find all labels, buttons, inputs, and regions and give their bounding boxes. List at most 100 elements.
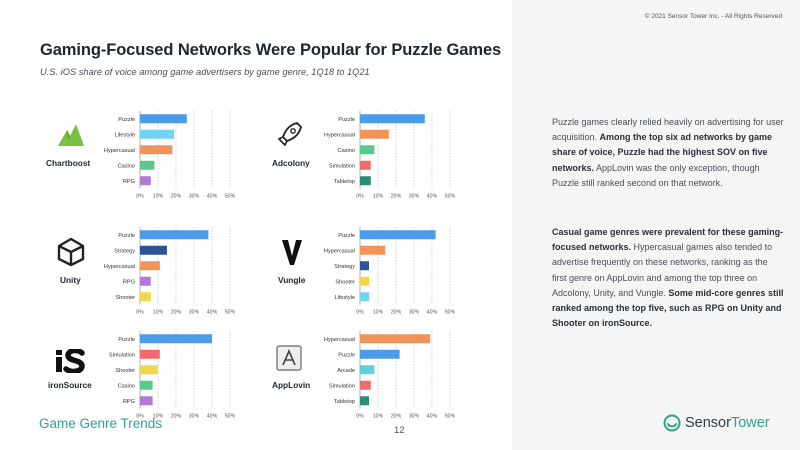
bar	[360, 129, 389, 139]
category-label: Simulation	[109, 352, 135, 358]
bar-charts: 0% 10% 20% 30% 40% 50% Puzzle Lifestyle Hypercas…	[104, 111, 456, 420]
network-label-adcolony: Adcolony	[272, 158, 310, 168]
category-label: Lifestyle	[334, 295, 355, 301]
section-title: Game Genre Trends	[39, 416, 163, 431]
tick-label: 30%	[189, 310, 200, 316]
network-label-ironsource: ironSource	[48, 380, 92, 390]
commentary-panel	[512, 0, 800, 450]
page-subtitle: U.S. iOS share of voice among game adver…	[40, 67, 370, 77]
category-label: Puzzle	[118, 117, 135, 123]
tick-label: 50%	[225, 414, 236, 420]
tick-label: 0%	[136, 414, 144, 420]
category-label: RPG	[123, 279, 135, 285]
network-label-chartboost: Chartboost	[46, 158, 91, 168]
category-label: Casino	[338, 148, 355, 154]
tick-label: 10%	[373, 310, 384, 316]
rocket-icon	[277, 122, 302, 147]
chartboost-icon	[58, 124, 84, 146]
tick-label: 0%	[356, 310, 364, 316]
bar	[360, 380, 371, 390]
tick-label: 40%	[427, 414, 438, 420]
tick-label: 50%	[225, 310, 236, 316]
tick-label: 20%	[171, 414, 182, 420]
network-label-vungle: Vungle	[278, 275, 306, 285]
bar	[360, 261, 369, 271]
bar	[140, 245, 167, 255]
para1-run-0: Puzzle games clearly relied heavily on a…	[552, 117, 784, 143]
bar	[360, 114, 425, 124]
category-label: Strategy	[334, 264, 355, 270]
tick-label: 10%	[153, 194, 164, 200]
bar	[360, 292, 369, 302]
tick-label: 0%	[356, 194, 364, 200]
category-label: Casino	[118, 383, 135, 389]
category-label: Lifestyle	[114, 132, 135, 138]
brand-name-part2: Tower	[730, 415, 770, 431]
tick-label: 50%	[445, 194, 456, 200]
vungle-icon	[282, 240, 302, 265]
bar	[140, 145, 173, 155]
tick-label: 20%	[391, 414, 402, 420]
tick-label: 20%	[391, 194, 402, 200]
tick-label: 50%	[225, 194, 236, 200]
brand-name-part1: Sensor	[685, 415, 731, 431]
tick-label: 0%	[136, 194, 144, 200]
bar	[140, 114, 187, 124]
tick-label: 40%	[207, 194, 218, 200]
para2-run-0: Casual game genres were prevalent for th…	[552, 227, 784, 253]
bar	[140, 349, 160, 359]
bar	[140, 380, 153, 390]
category-label: Puzzle	[338, 117, 355, 123]
category-label: Simulation	[329, 383, 355, 389]
tick-label: 30%	[409, 414, 420, 420]
network-label-applovin: AppLovin	[272, 380, 311, 390]
unity-icon	[57, 237, 85, 267]
page-title: Gaming-Focused Networks Were Popular for…	[40, 41, 502, 59]
category-label: Hypercasual	[324, 248, 355, 254]
tick-label: 20%	[391, 310, 402, 316]
bar	[360, 245, 386, 255]
category-label: Hypercasual	[104, 148, 135, 154]
bar	[360, 176, 371, 186]
category-label: Puzzle	[118, 337, 135, 343]
page-number: 12	[394, 425, 405, 436]
bar	[360, 145, 375, 155]
category-label: Arcade	[337, 368, 355, 374]
category-label: RPG	[123, 179, 135, 185]
tick-label: 30%	[409, 310, 420, 316]
commentary-paragraph-1: Puzzle games clearly relied heavily on a…	[552, 115, 784, 191]
tick-label: 10%	[153, 310, 164, 316]
tick-label: 10%	[373, 194, 384, 200]
category-label: Casino	[118, 163, 135, 169]
tick-label: 0%	[356, 414, 364, 420]
bar	[360, 160, 371, 170]
category-label: Hypercasual	[104, 264, 135, 270]
sensortower-icon	[663, 414, 681, 432]
tick-label: 40%	[207, 310, 218, 316]
bar	[360, 396, 369, 406]
category-label: Tabletop	[334, 399, 355, 405]
category-label: Puzzle	[118, 233, 135, 239]
sensortower-logo: SensorTower	[663, 414, 770, 432]
category-label: Hypercasual	[324, 132, 355, 138]
para1-run-1: Among the top six ad networks by game sh…	[552, 132, 773, 173]
commentary-paragraph-2: Casual game genres were prevalent for th…	[552, 225, 784, 331]
bar	[140, 261, 160, 271]
tick-label: 10%	[153, 414, 164, 420]
category-label: Puzzle	[338, 233, 355, 239]
bar	[360, 230, 436, 240]
para2-run-1: Hypercasual games also tended to adverti…	[552, 242, 773, 298]
network-label-unity: Unity	[60, 275, 81, 285]
bar	[360, 334, 431, 344]
tick-label: 0%	[136, 310, 144, 316]
bar	[140, 129, 175, 139]
ironsource-icon	[56, 349, 85, 373]
category-label: RPG	[123, 399, 135, 405]
category-label: Tabletop	[334, 179, 355, 185]
bar	[140, 292, 151, 302]
para2-run-2: Some mid-core genres still ranked among …	[552, 287, 784, 329]
para1-run-2: AppLovin was the only exception, though …	[552, 162, 760, 188]
tick-label: 30%	[189, 194, 200, 200]
category-label: Simulation	[329, 163, 355, 169]
category-label: Hypercasual	[324, 337, 355, 343]
